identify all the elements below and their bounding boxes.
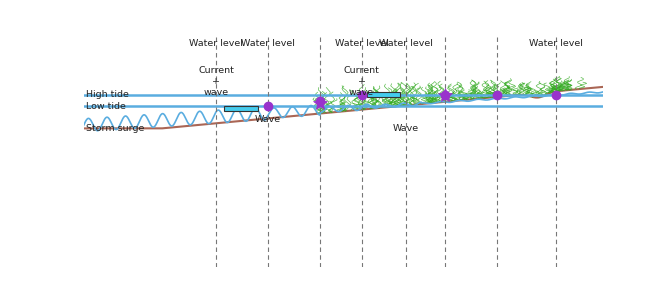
Text: Water level: Water level [334, 40, 389, 49]
Text: Current
+
wave: Current + wave [344, 66, 379, 97]
Text: Water level: Water level [189, 40, 243, 49]
Text: Water level: Water level [379, 40, 433, 49]
Text: Water level: Water level [241, 40, 295, 49]
Text: Current
+
wave: Current + wave [198, 66, 234, 97]
Bar [366, 92, 401, 97]
Bar [224, 106, 258, 111]
Text: Wave: Wave [393, 124, 419, 133]
Text: Low tide: Low tide [86, 102, 126, 111]
Text: Water level: Water level [529, 40, 583, 49]
Text: Storm surge: Storm surge [86, 124, 145, 133]
Text: Wave: Wave [255, 115, 281, 124]
Text: High tide: High tide [86, 90, 129, 99]
